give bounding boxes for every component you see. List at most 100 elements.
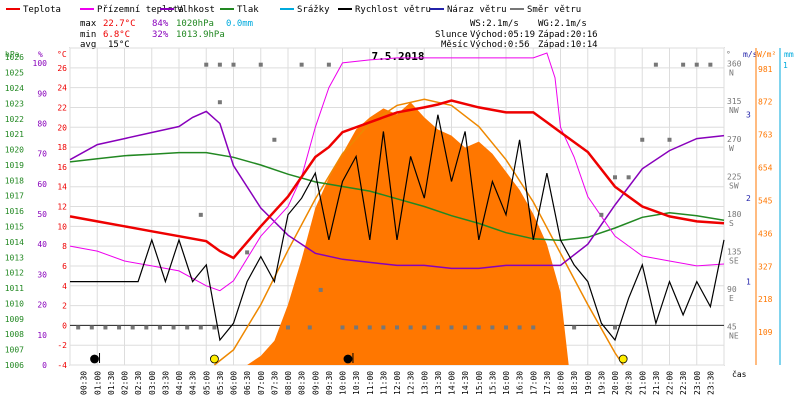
- grid: [69, 47, 725, 366]
- pct-tick-label: 60: [37, 180, 47, 189]
- temp-tick-label: 20: [57, 123, 67, 132]
- x-tick-label: 02:00: [121, 371, 130, 395]
- wind-dir-point: [198, 325, 203, 330]
- legend-label: Rychlost větru: [355, 5, 431, 15]
- unit-temp: °C: [57, 50, 67, 59]
- hpa-tick-label: 1012: [5, 269, 24, 278]
- pct-tick-label: 30: [37, 270, 47, 279]
- hpa-tick-label: 1006: [5, 361, 24, 370]
- chart-title: 7.5.2018: [372, 50, 425, 63]
- temp-tick-label: -4: [57, 361, 67, 370]
- dir-tick-deg: 135: [727, 247, 742, 256]
- hpa-tick-label: 1021: [5, 130, 24, 139]
- wm2-tick-label: 327: [758, 262, 773, 271]
- x-tick-label: 11:30: [379, 371, 388, 395]
- x-tick-label: 13:30: [434, 371, 443, 395]
- hpa-tick-label: 1019: [5, 161, 24, 170]
- pct-tick-label: 90: [37, 89, 47, 98]
- pct-tick-label: 50: [37, 210, 47, 219]
- temp-tick-label: 8: [62, 242, 67, 251]
- sun-set: Západ:20:16: [538, 30, 598, 40]
- mm-tick-label: 1: [783, 61, 788, 70]
- temp-tick-label: 10: [57, 222, 67, 231]
- stats-max-hum: 84%: [152, 19, 169, 29]
- dir-tick-name: S: [729, 219, 734, 228]
- x-tick-label: 04:30: [189, 371, 198, 395]
- moon-label: Měsíc: [441, 40, 468, 50]
- ws-info: WS:2.1m/s: [470, 19, 519, 29]
- wind-dir-point: [144, 325, 149, 330]
- x-tick-label: 23:00: [693, 371, 702, 395]
- hpa-tick-label: 1016: [5, 207, 24, 216]
- moon-set: Západ:10:14: [538, 40, 598, 50]
- solar-area: [70, 102, 724, 366]
- wind-dir-point: [613, 325, 617, 330]
- temp-tick-label: 26: [57, 64, 67, 73]
- x-tick-label: 15:30: [488, 371, 497, 395]
- x-tick-label: 20:30: [625, 371, 634, 395]
- temperature-line: [69, 99, 725, 260]
- unit-hpa: hPa: [5, 50, 20, 59]
- dir-tick-name: SW: [729, 181, 739, 190]
- wind-dir-point: [217, 62, 222, 67]
- legend-label: Teplota: [23, 5, 61, 15]
- wm2-tick-label: 981: [758, 65, 773, 74]
- wind-dir-point: [130, 325, 135, 330]
- x-tick-label: 07:00: [257, 371, 266, 395]
- stats-max-label: max: [80, 19, 97, 29]
- humidity-line: [69, 110, 725, 270]
- legend-label: Tlak: [237, 5, 259, 15]
- x-tick-label: 21:00: [638, 371, 647, 395]
- x-tick-label: 19:30: [597, 371, 606, 395]
- sun_rise-marker: [210, 354, 219, 364]
- wind-dir-point: [367, 325, 372, 330]
- stats-min-press: 1013.9hPa: [176, 30, 225, 40]
- pct-tick-label: 80: [37, 119, 47, 128]
- hpa-tick-label: 1025: [5, 69, 24, 78]
- wind-dir-point: [626, 175, 631, 180]
- wind-dir-point: [463, 325, 468, 330]
- sun_set-marker: [618, 354, 628, 364]
- wind-dir-point: [517, 325, 522, 330]
- temp-tick-label: 0: [62, 321, 67, 330]
- wind-dir-point: [449, 325, 454, 330]
- wind-dir-point: [307, 325, 312, 330]
- x-tick-label: 03:30: [161, 371, 170, 395]
- x-tick-label: 14:00: [448, 371, 457, 395]
- wm2-tick-label: 218: [758, 295, 773, 304]
- x-tick-label: 10:30: [352, 371, 361, 395]
- wind-dir-point: [286, 325, 290, 330]
- x-tick-label: 01:00: [93, 371, 102, 395]
- unit-ms: m/s: [743, 50, 758, 59]
- x-tick-label: 08:00: [284, 371, 293, 395]
- dir-tick-name: W: [729, 144, 734, 153]
- temp-tick-label: 12: [57, 203, 67, 212]
- legend-label: Směr větru: [527, 5, 581, 15]
- x-tick-label: 17:30: [543, 371, 552, 395]
- hpa-tick-label: 1024: [5, 84, 24, 93]
- ground-temp-line: [69, 52, 725, 292]
- pct-tick-label: 10: [37, 331, 47, 340]
- x-tick-label: 21:30: [652, 371, 661, 395]
- wind-dir-point: [272, 137, 277, 142]
- x-tick-label: 15:00: [475, 371, 484, 395]
- wind-dir-point: [89, 325, 94, 330]
- hpa-tick-label: 1015: [5, 223, 24, 232]
- dir-tick-deg: 45: [727, 322, 737, 331]
- wind-dir-point: [408, 325, 413, 330]
- pressure-line: [69, 151, 725, 242]
- moon_rise-marker: [90, 354, 99, 364]
- x-tick-label: 01:30: [107, 371, 116, 395]
- stats-avg-label: avg: [80, 40, 96, 50]
- x-tick-label: 06:30: [243, 371, 252, 395]
- wind-dir-point: [185, 325, 190, 330]
- wind-dir-point: [422, 325, 427, 330]
- wind-dir-point: [326, 62, 331, 67]
- plot-area: [69, 52, 725, 366]
- wind-dir-point: [76, 325, 81, 330]
- dir-tick-name: NW: [729, 106, 739, 115]
- legend-label: Přízemní teplota: [97, 5, 184, 15]
- solar-theory-line: [213, 98, 624, 366]
- wind-dir-point: [231, 62, 236, 67]
